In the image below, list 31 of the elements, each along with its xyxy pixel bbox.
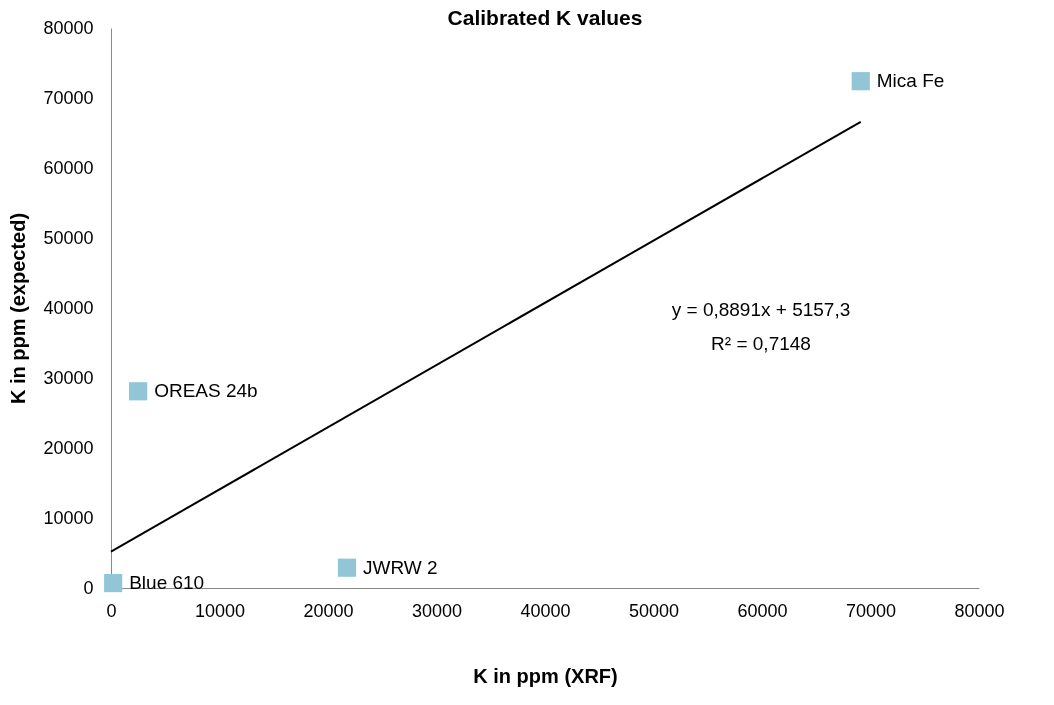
y-tick-label: 60000: [43, 157, 94, 178]
annotation: y = 0,8891x + 5157,3: [671, 299, 851, 320]
x-tick-label: 70000: [845, 600, 897, 621]
x-tick-label: 0: [106, 600, 117, 621]
annotation: OREAS 24b: [154, 380, 258, 402]
y-tick-label: 0: [83, 577, 94, 598]
point: [104, 574, 123, 593]
x-tick-label: 10000: [194, 600, 246, 621]
y-tick-label: 70000: [43, 87, 94, 108]
annotation: R² = 0,7148: [711, 333, 811, 354]
point: [337, 558, 357, 577]
x-tick-label: 50000: [628, 600, 680, 621]
point: [129, 382, 148, 401]
y-tick-label: 80000: [43, 17, 94, 38]
x-tick-label: 60000: [737, 600, 788, 621]
annotation: JWRW 2: [362, 556, 438, 578]
x-tick-label: 30000: [411, 600, 463, 621]
x-axis-title: K in ppm (XRF): [473, 664, 618, 687]
x-tick-label: 80000: [954, 600, 1005, 621]
y-tick-label: 20000: [43, 437, 94, 458]
x-tick-label: 20000: [303, 600, 354, 621]
chart-title: Calibrated K values: [447, 6, 643, 29]
annotation: Blue 610: [129, 572, 205, 594]
y-tick-label: 40000: [43, 297, 94, 318]
y-tick-label: 10000: [43, 507, 94, 528]
annotation: Mica Fe: [876, 70, 945, 92]
y-tick-label: 50000: [43, 227, 94, 248]
point: [851, 72, 870, 91]
y-tick-label: 30000: [43, 367, 94, 388]
y-axis-title: K in ppm (expected): [7, 212, 30, 405]
x-tick-label: 40000: [520, 600, 571, 621]
